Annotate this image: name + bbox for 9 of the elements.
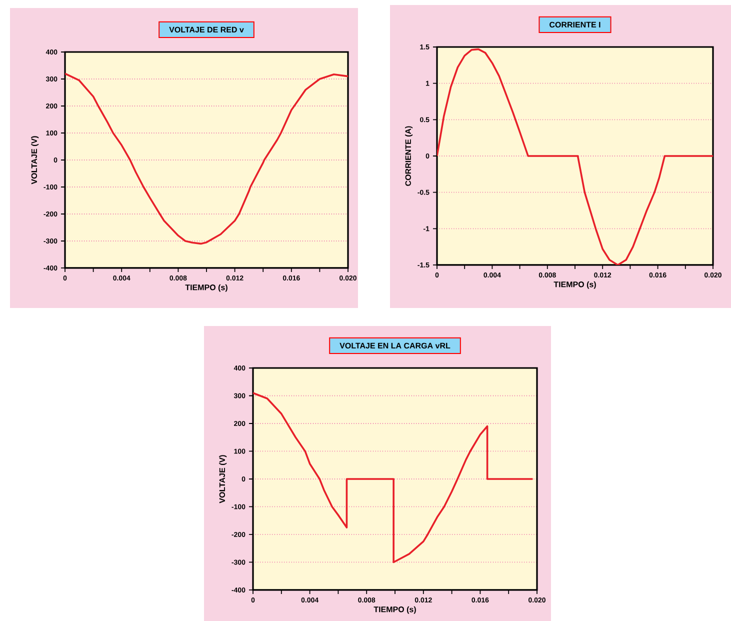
y-axis-title: VOLTAJE (V) bbox=[219, 455, 227, 504]
x-axis-title: TIEMPO (s) bbox=[554, 281, 596, 289]
x-axis-title: TIEMPO (s) bbox=[185, 284, 228, 292]
y-axis-title: VOLTAJE (V) bbox=[31, 136, 39, 184]
chart-title: CORRIENTE I bbox=[550, 22, 600, 28]
y-axis-title: CORRIENTE (A) bbox=[405, 126, 413, 186]
x-axis-title: TIEMPO (s) bbox=[374, 606, 416, 614]
chart-title: VOLTAJE EN LA CARGA vRL bbox=[340, 342, 450, 348]
chart-title: VOLTAJE DE RED v bbox=[169, 26, 244, 32]
